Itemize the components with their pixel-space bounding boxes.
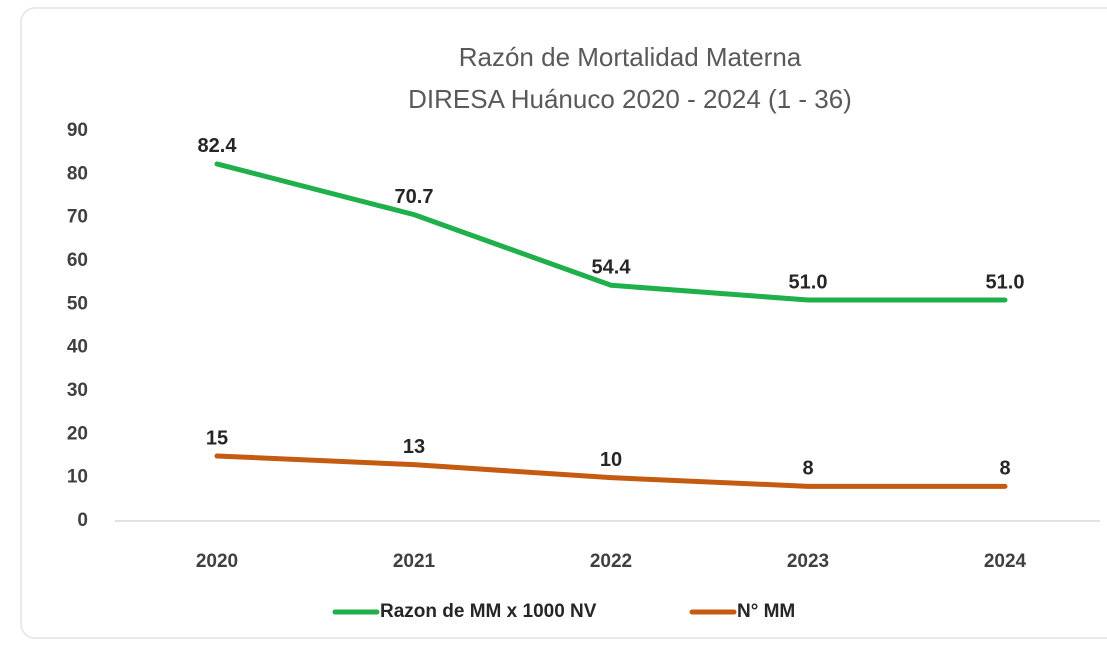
- y-tick-label: 10: [67, 467, 88, 488]
- x-tick-label: 2022: [590, 551, 632, 572]
- y-tick-label: 40: [67, 337, 88, 358]
- data-label: 10: [600, 449, 622, 471]
- data-label: 51.0: [789, 271, 828, 293]
- legend-label: N° MM: [737, 601, 795, 622]
- series-line: [214, 453, 1008, 489]
- y-tick-label: 30: [67, 380, 88, 401]
- data-label: 82.4: [198, 135, 238, 157]
- y-tick-label: 80: [67, 163, 88, 184]
- x-tick-label: 2020: [196, 551, 238, 572]
- legend-label: Razon de MM x 1000 NV: [380, 601, 597, 622]
- y-tick-label: 0: [77, 510, 88, 531]
- data-label: 8: [802, 458, 813, 480]
- x-tick-label: 2023: [787, 551, 829, 572]
- y-tick-label: 70: [67, 207, 88, 228]
- x-tick-label: 2024: [984, 551, 1027, 572]
- card: [20, 7, 1107, 639]
- data-label: 51.0: [986, 271, 1025, 293]
- chart-subtitle: DIRESA Huánuco 2020 - 2024 (1 - 36): [408, 84, 852, 114]
- y-tick-label: 60: [67, 250, 88, 271]
- y-tick-label: 20: [67, 423, 88, 444]
- x-tick-label: 2021: [393, 551, 436, 572]
- data-label: 13: [403, 436, 425, 458]
- data-label: 70.7: [395, 186, 434, 208]
- y-tick-label: 90: [67, 120, 88, 141]
- data-label: 54.4: [592, 257, 632, 279]
- series-line: [214, 161, 1008, 303]
- data-label: 8: [999, 458, 1010, 480]
- y-tick-label: 50: [67, 293, 88, 314]
- chart-title: Razón de Mortalidad Materna: [459, 42, 802, 72]
- data-label: 15: [206, 427, 228, 449]
